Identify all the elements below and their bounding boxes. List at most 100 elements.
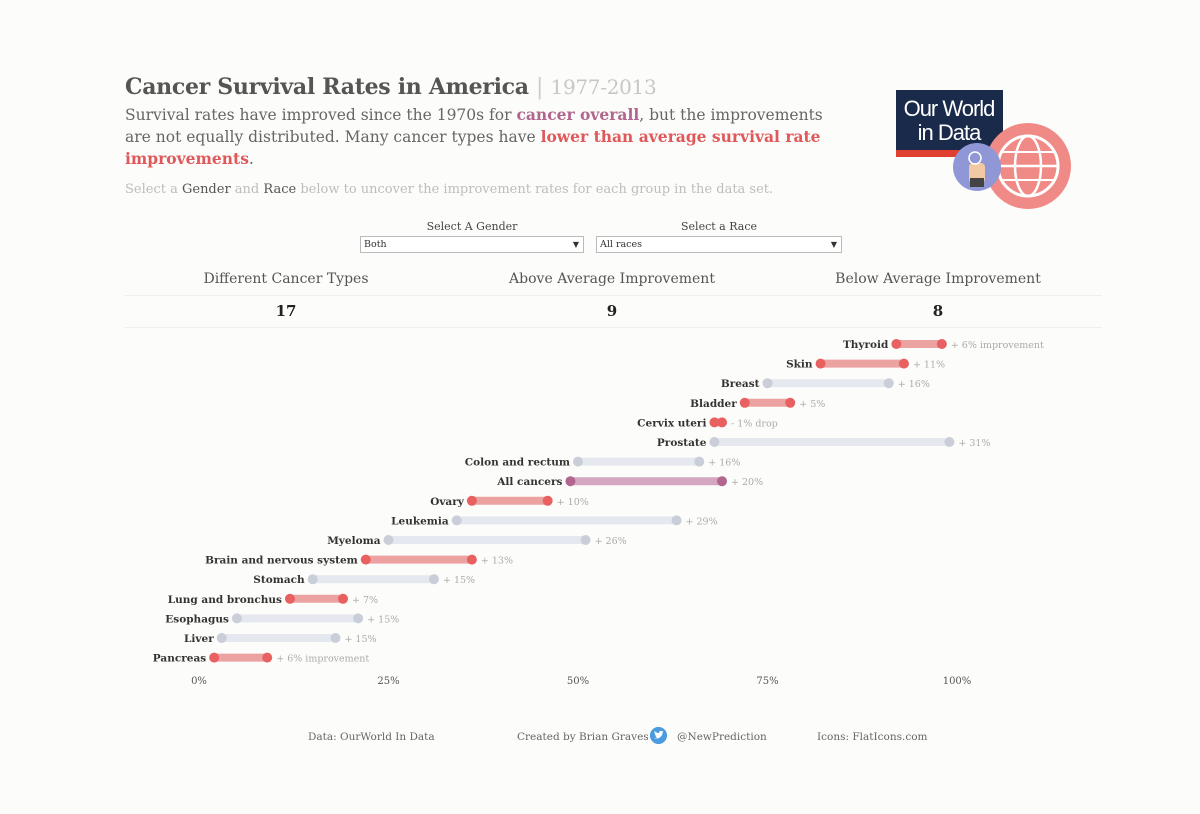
change-label: + 15% bbox=[443, 575, 475, 586]
race-filter: Select a Race All races ▼ bbox=[596, 220, 842, 253]
kpi-label-types: Different Cancer Types bbox=[203, 271, 369, 287]
subtitle-text-1: Survival rates have improved since the 1… bbox=[125, 106, 517, 124]
end-point bbox=[694, 456, 705, 467]
start-point bbox=[216, 633, 227, 643]
change-label: + 7% bbox=[352, 595, 378, 606]
start-point bbox=[891, 339, 902, 349]
change-label: + 11% bbox=[913, 360, 945, 371]
category-label: Myeloma bbox=[327, 535, 381, 547]
hand-cuff bbox=[970, 178, 984, 187]
instructions: Select a Gender and Race below to uncove… bbox=[125, 182, 773, 197]
kpi-label-below: Below Average Improvement bbox=[835, 271, 1041, 287]
change-label: + 15% bbox=[344, 634, 376, 645]
instr-text-1: Select a bbox=[125, 182, 182, 197]
x-tick-label: 0% bbox=[191, 676, 207, 687]
title-text: Cancer Survival Rates in America bbox=[125, 74, 529, 100]
footer-icons-credit: Icons: FlatIcons.com bbox=[817, 731, 928, 743]
category-label: Leukemia bbox=[391, 515, 449, 527]
race-filter-label: Select a Race bbox=[681, 220, 757, 233]
end-point bbox=[262, 652, 273, 663]
change-label: + 15% bbox=[367, 614, 399, 625]
footer-data-source: Data: OurWorld In Data bbox=[308, 731, 435, 743]
end-point bbox=[330, 633, 341, 643]
start-point bbox=[762, 378, 773, 389]
category-label: Stomach bbox=[253, 574, 305, 586]
chevron-down-icon[interactable]: ▼ bbox=[572, 240, 579, 249]
start-point bbox=[573, 456, 583, 467]
race-select-value: All races bbox=[600, 239, 642, 250]
gender-select[interactable]: Both ▼ bbox=[360, 236, 584, 253]
change-label: + 20% bbox=[731, 477, 763, 488]
end-point bbox=[338, 593, 349, 604]
logo-line-2: in Data bbox=[918, 120, 982, 145]
category-label: Colon and rectum bbox=[465, 457, 570, 469]
kpi-value-above: 9 bbox=[606, 302, 618, 320]
logo-line-1: Our World bbox=[904, 96, 995, 121]
x-tick-label: 75% bbox=[756, 676, 778, 687]
change-label: + 6% improvement bbox=[276, 654, 369, 665]
category-label: Brain and nervous system bbox=[205, 555, 358, 567]
end-point bbox=[936, 339, 947, 349]
start-point bbox=[451, 515, 462, 526]
title-separator: | bbox=[536, 75, 544, 100]
survival-dumbbell-chart: Thyroid + 6% improvement Skin + 11% Breast + … bbox=[153, 339, 1044, 687]
start-point bbox=[284, 593, 295, 604]
kpi-value-types: 17 bbox=[275, 302, 297, 320]
start-point bbox=[383, 535, 394, 545]
x-tick-label: 100% bbox=[943, 676, 972, 687]
gender-select-value: Both bbox=[364, 239, 387, 250]
change-label: + 31% bbox=[958, 438, 990, 449]
kpi-label-above: Above Average Improvement bbox=[509, 271, 715, 287]
start-point bbox=[565, 476, 576, 487]
instr-race: Race bbox=[263, 182, 297, 197]
category-label: Esophagus bbox=[165, 613, 229, 625]
change-label: + 29% bbox=[686, 516, 718, 527]
start-point bbox=[815, 358, 826, 369]
category-label: All cancers bbox=[496, 476, 562, 488]
end-point bbox=[785, 397, 796, 408]
end-point bbox=[466, 554, 477, 565]
end-point bbox=[542, 495, 553, 506]
kpi-divider-top bbox=[125, 295, 1102, 296]
end-point bbox=[671, 515, 682, 526]
change-label: + 13% bbox=[481, 556, 513, 567]
end-point bbox=[353, 613, 364, 624]
logo-box bbox=[896, 90, 1003, 150]
footer-twitter-handle[interactable]: @NewPrediction bbox=[677, 731, 767, 743]
change-label: + 10% bbox=[557, 497, 589, 508]
subtitle: Survival rates have improved since the 1… bbox=[125, 104, 845, 170]
page-title: Cancer Survival Rates in America | 1977-… bbox=[125, 74, 657, 100]
change-label: + 26% bbox=[595, 536, 627, 547]
start-point bbox=[739, 397, 750, 408]
end-point bbox=[580, 535, 591, 545]
end-point bbox=[944, 437, 955, 447]
category-label: Prostate bbox=[657, 437, 707, 449]
start-point bbox=[709, 437, 720, 447]
end-point bbox=[883, 378, 894, 389]
chevron-down-icon[interactable]: ▼ bbox=[830, 240, 837, 249]
category-label: Bladder bbox=[690, 398, 737, 410]
end-point bbox=[709, 417, 720, 428]
category-label: Skin bbox=[786, 359, 813, 371]
title-years: 1977-2013 bbox=[550, 75, 657, 99]
kpi-value-below: 8 bbox=[932, 302, 944, 320]
gender-filter: Select A Gender Both ▼ bbox=[360, 220, 584, 253]
change-label: + 6% improvement bbox=[951, 340, 1044, 351]
subtitle-highlight-below: lower than average survival rate improve… bbox=[125, 127, 821, 168]
category-label: Pancreas bbox=[153, 653, 206, 665]
logo-stripe bbox=[896, 150, 1003, 157]
x-tick-label: 50% bbox=[567, 676, 589, 687]
start-point bbox=[209, 652, 220, 663]
subtitle-text-3: . bbox=[248, 150, 254, 168]
instr-text-2: and bbox=[230, 182, 264, 197]
category-label: Thyroid bbox=[843, 339, 889, 351]
instr-text-3: below to uncover the improvement rates f… bbox=[296, 182, 774, 197]
race-select[interactable]: All races ▼ bbox=[596, 236, 842, 253]
subtitle-highlight-overall: cancer overall bbox=[516, 105, 640, 124]
start-point bbox=[360, 554, 371, 565]
start-point bbox=[231, 613, 242, 624]
twitter-icon[interactable] bbox=[650, 727, 667, 744]
category-label: Ovary bbox=[430, 496, 465, 508]
gender-filter-label: Select A Gender bbox=[426, 220, 518, 233]
instr-gender: Gender bbox=[181, 182, 231, 197]
